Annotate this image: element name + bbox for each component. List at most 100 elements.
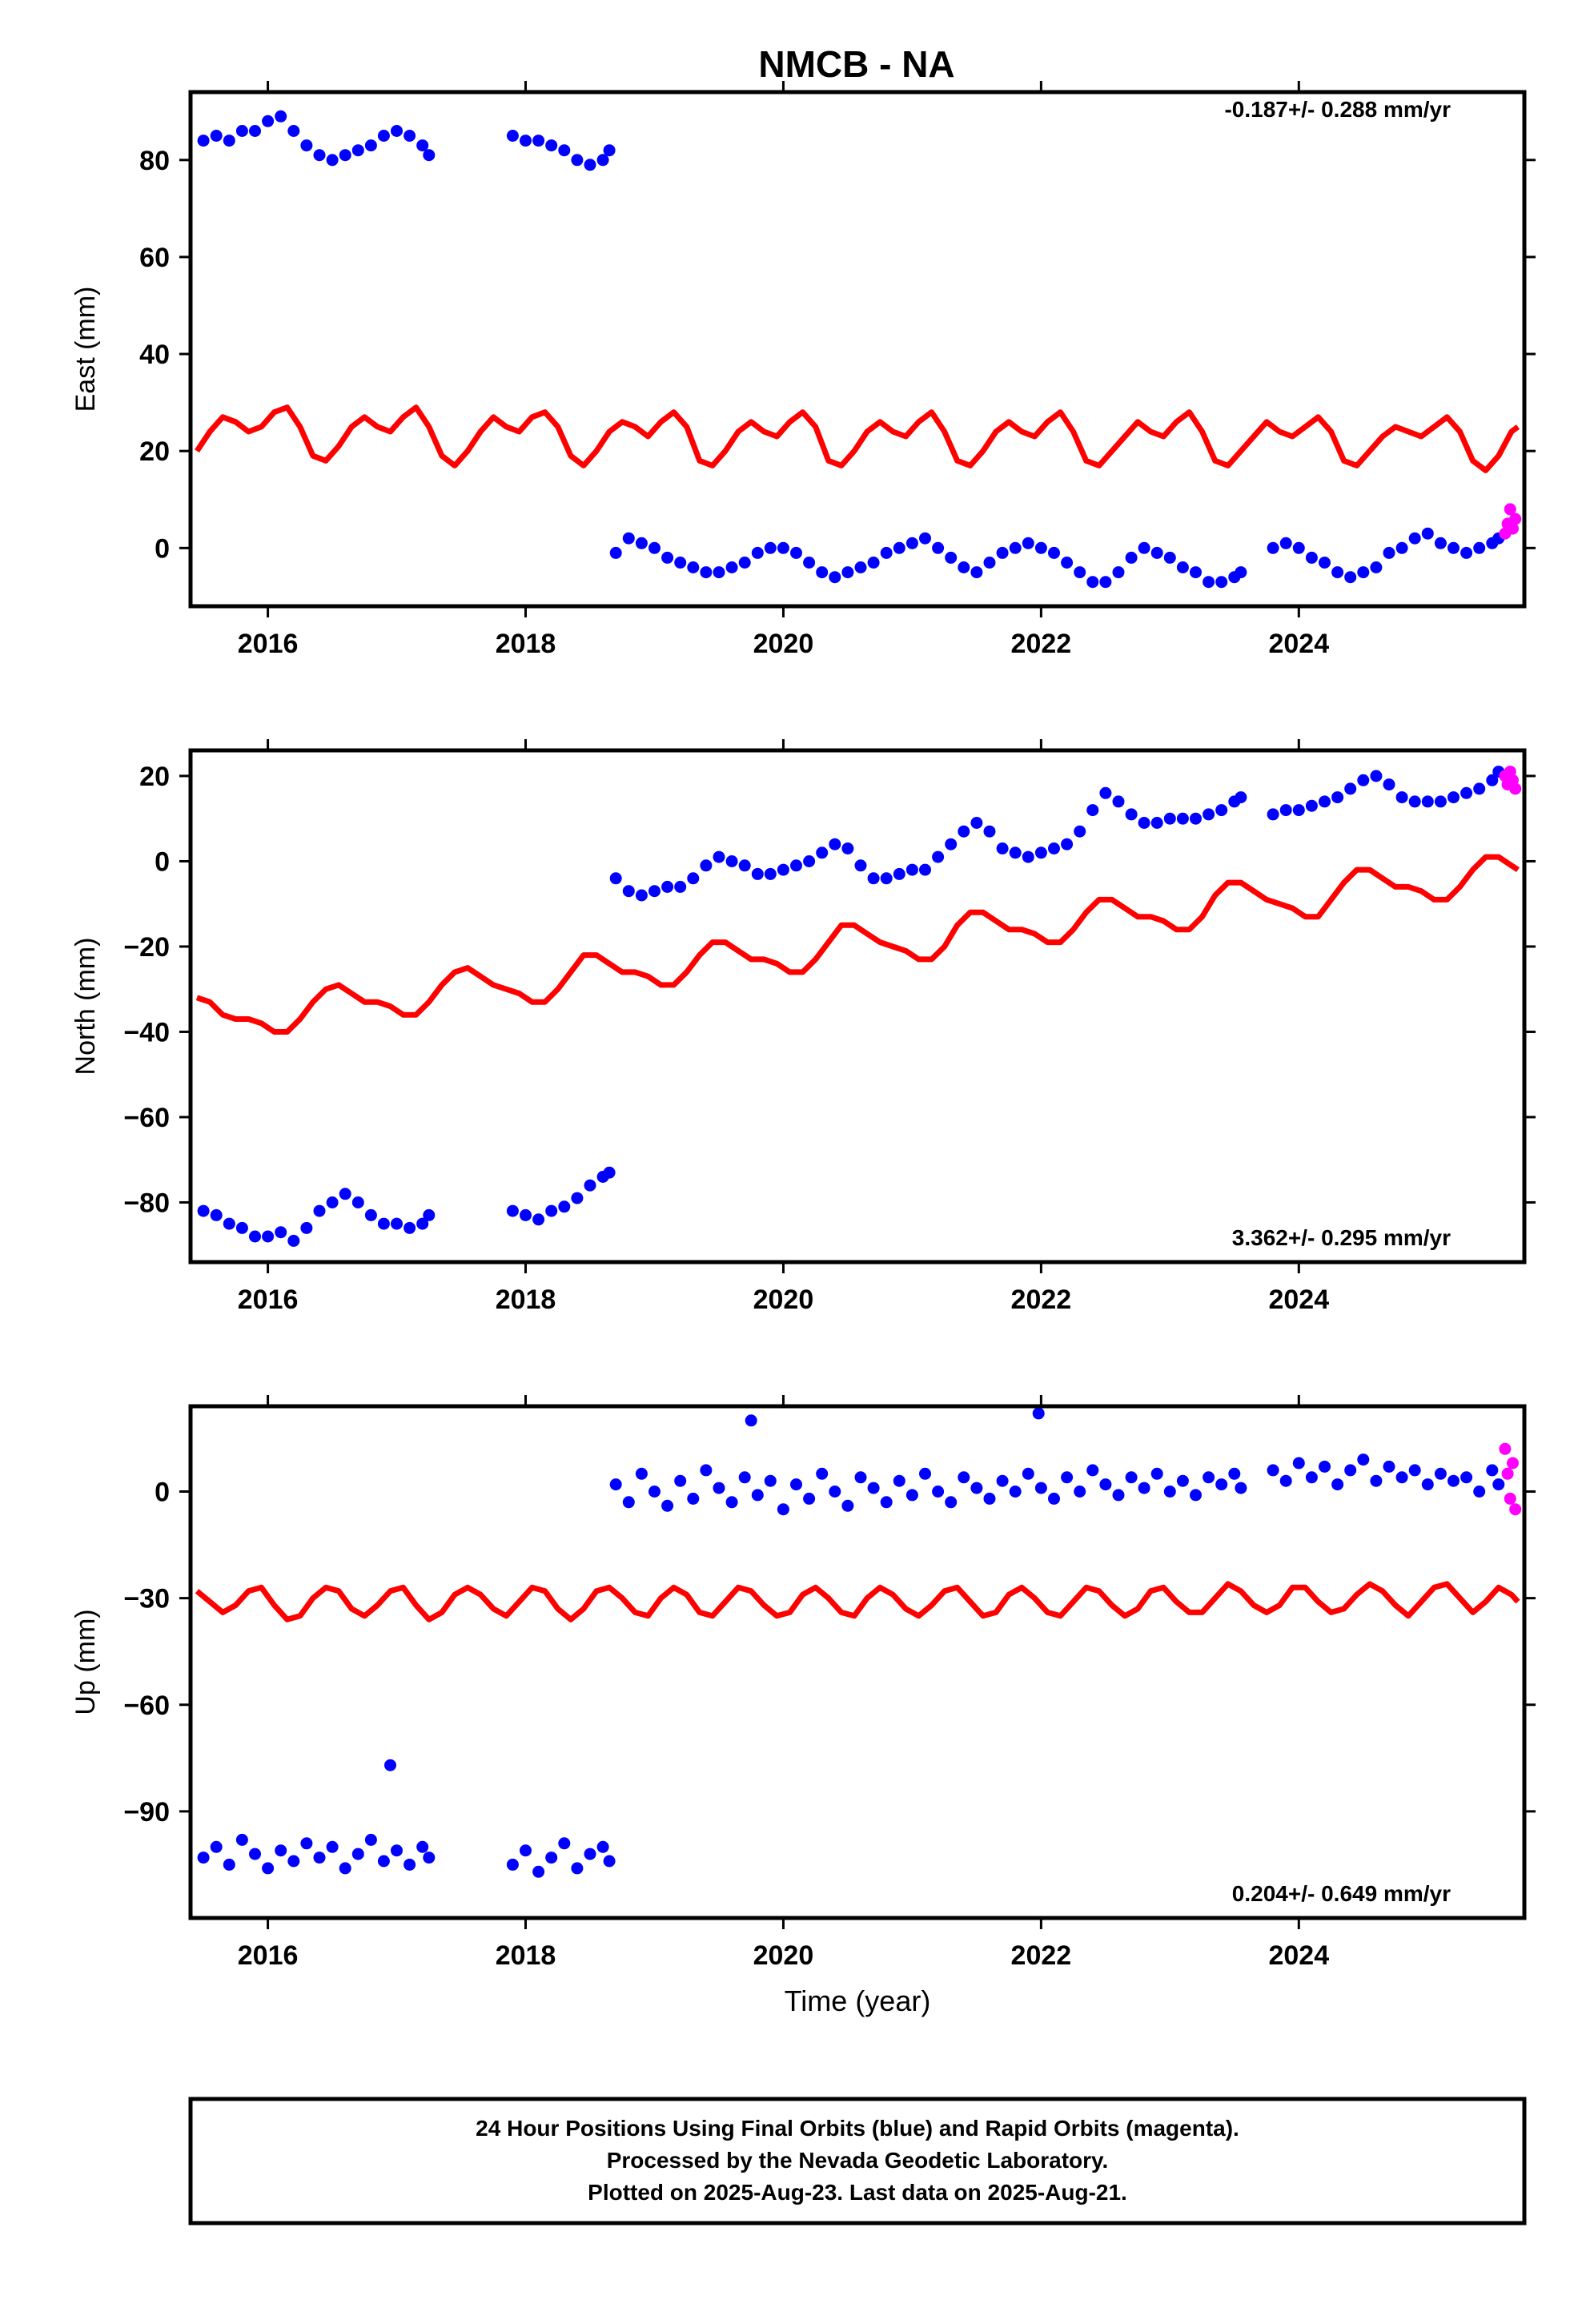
final-orbit-point (1267, 808, 1279, 821)
final-orbit-point (287, 1855, 300, 1868)
final-orbit-point (1357, 1454, 1370, 1466)
final-orbit-point (1331, 566, 1344, 579)
final-orbit-point (416, 139, 429, 152)
final-orbit-point (506, 1858, 519, 1871)
final-orbit-point (1125, 551, 1138, 564)
final-orbit-point (1492, 1478, 1505, 1491)
final-orbit-point (738, 1471, 751, 1484)
final-orbit-point (635, 889, 648, 902)
final-orbit-point (816, 846, 829, 859)
y-tick-label: −60 (123, 1691, 170, 1721)
final-orbit-point (1305, 551, 1318, 564)
y-tick-label: 60 (139, 243, 170, 273)
final-orbit-point (300, 1221, 313, 1234)
final-orbit-point (829, 1486, 841, 1498)
final-orbit-point (1086, 804, 1099, 817)
final-orbit-point (377, 1855, 390, 1868)
final-orbit-point (648, 885, 661, 898)
final-orbit-point (841, 566, 854, 579)
y-tick-label: 40 (139, 340, 170, 370)
final-orbit-point (1383, 546, 1395, 559)
final-orbit-point (661, 1499, 674, 1512)
final-orbit-point (1235, 566, 1247, 579)
final-orbit-point (790, 859, 802, 872)
final-orbit-point (210, 1208, 223, 1221)
final-orbit-point (339, 1188, 351, 1200)
final-orbit-point (223, 1217, 235, 1230)
final-orbit-point (1061, 557, 1074, 569)
final-orbit-point (970, 1482, 983, 1494)
final-orbit-point (391, 1217, 403, 1230)
footer-line-2: Processed by the Nevada Geodetic Laborat… (607, 2148, 1109, 2173)
final-orbit-point (300, 1837, 313, 1850)
y-tick-label: −40 (123, 1017, 170, 1047)
final-orbit-point (1190, 566, 1202, 579)
final-orbit-point (1009, 541, 1022, 554)
final-orbit-point (1434, 795, 1447, 808)
y-tick-label: 0 (155, 533, 170, 564)
final-orbit-point (339, 149, 351, 162)
final-orbit-point (603, 1166, 616, 1179)
final-orbit-point (751, 1489, 764, 1502)
final-orbit-point (880, 872, 893, 885)
final-orbit-point (1176, 812, 1189, 825)
final-orbit-point (958, 1471, 970, 1484)
rapid-orbit-point (1499, 1442, 1512, 1455)
final-orbit-point (983, 1492, 996, 1505)
final-orbit-point (1486, 1464, 1499, 1477)
final-orbit-point (404, 1858, 416, 1871)
final-orbit-point (725, 1496, 738, 1509)
final-orbit-point (1061, 838, 1074, 850)
final-orbit-point (790, 546, 802, 559)
final-orbit-point (1034, 846, 1047, 859)
final-orbit-point (854, 561, 867, 573)
final-orbit-point (622, 1496, 635, 1509)
final-orbit-point (1486, 774, 1499, 786)
final-orbit-point (326, 1196, 339, 1208)
final-orbit-point (596, 1840, 609, 1853)
final-orbit-point (1099, 1478, 1112, 1491)
final-orbit-point (249, 1230, 261, 1243)
y-axis-label: East (mm) (70, 287, 101, 412)
final-orbit-point (1331, 1478, 1344, 1491)
final-orbit-point (532, 1213, 545, 1226)
final-orbit-point (687, 872, 700, 885)
final-orbit-point (1048, 1492, 1060, 1505)
final-orbit-point (674, 557, 687, 569)
final-orbit-point (738, 557, 751, 569)
final-orbit-point (996, 1474, 1009, 1487)
final-orbit-point (275, 1844, 287, 1857)
final-orbit-point (1009, 1486, 1022, 1498)
final-orbit-point (932, 850, 945, 863)
final-orbit-point (210, 130, 223, 142)
final-orbit-point (1383, 778, 1395, 791)
final-orbit-point (603, 1855, 616, 1868)
final-orbit-point (1395, 541, 1408, 554)
final-orbit-point (854, 859, 867, 872)
final-orbit-point (790, 1478, 802, 1491)
footer-line-1: 24 Hour Positions Using Final Orbits (bl… (476, 2116, 1239, 2141)
final-orbit-point (1215, 804, 1228, 817)
final-orbit-point (1176, 561, 1189, 573)
rapid-orbit-point (1509, 782, 1522, 795)
final-orbit-point (1203, 1471, 1215, 1484)
final-orbit-point (364, 139, 377, 152)
final-orbit-point (635, 537, 648, 549)
x-tick-label: 2022 (1011, 629, 1072, 659)
final-orbit-point (687, 1492, 700, 1505)
y-tick-label: 80 (139, 146, 170, 176)
final-orbit-point (725, 561, 738, 573)
final-orbit-point (932, 1486, 945, 1498)
x-tick-label: 2020 (753, 1940, 814, 1971)
final-orbit-point (1022, 1467, 1034, 1480)
final-orbit-point (1048, 842, 1060, 854)
final-orbit-point (300, 139, 313, 152)
final-orbit-point (1357, 774, 1370, 786)
final-orbit-point (287, 1234, 300, 1247)
final-orbit-point (1099, 786, 1112, 799)
final-orbit-point (262, 1230, 275, 1243)
final-orbit-point (558, 144, 571, 157)
final-orbit-point (970, 817, 983, 829)
final-orbit-point (1421, 1478, 1434, 1491)
final-orbit-point (970, 566, 983, 579)
